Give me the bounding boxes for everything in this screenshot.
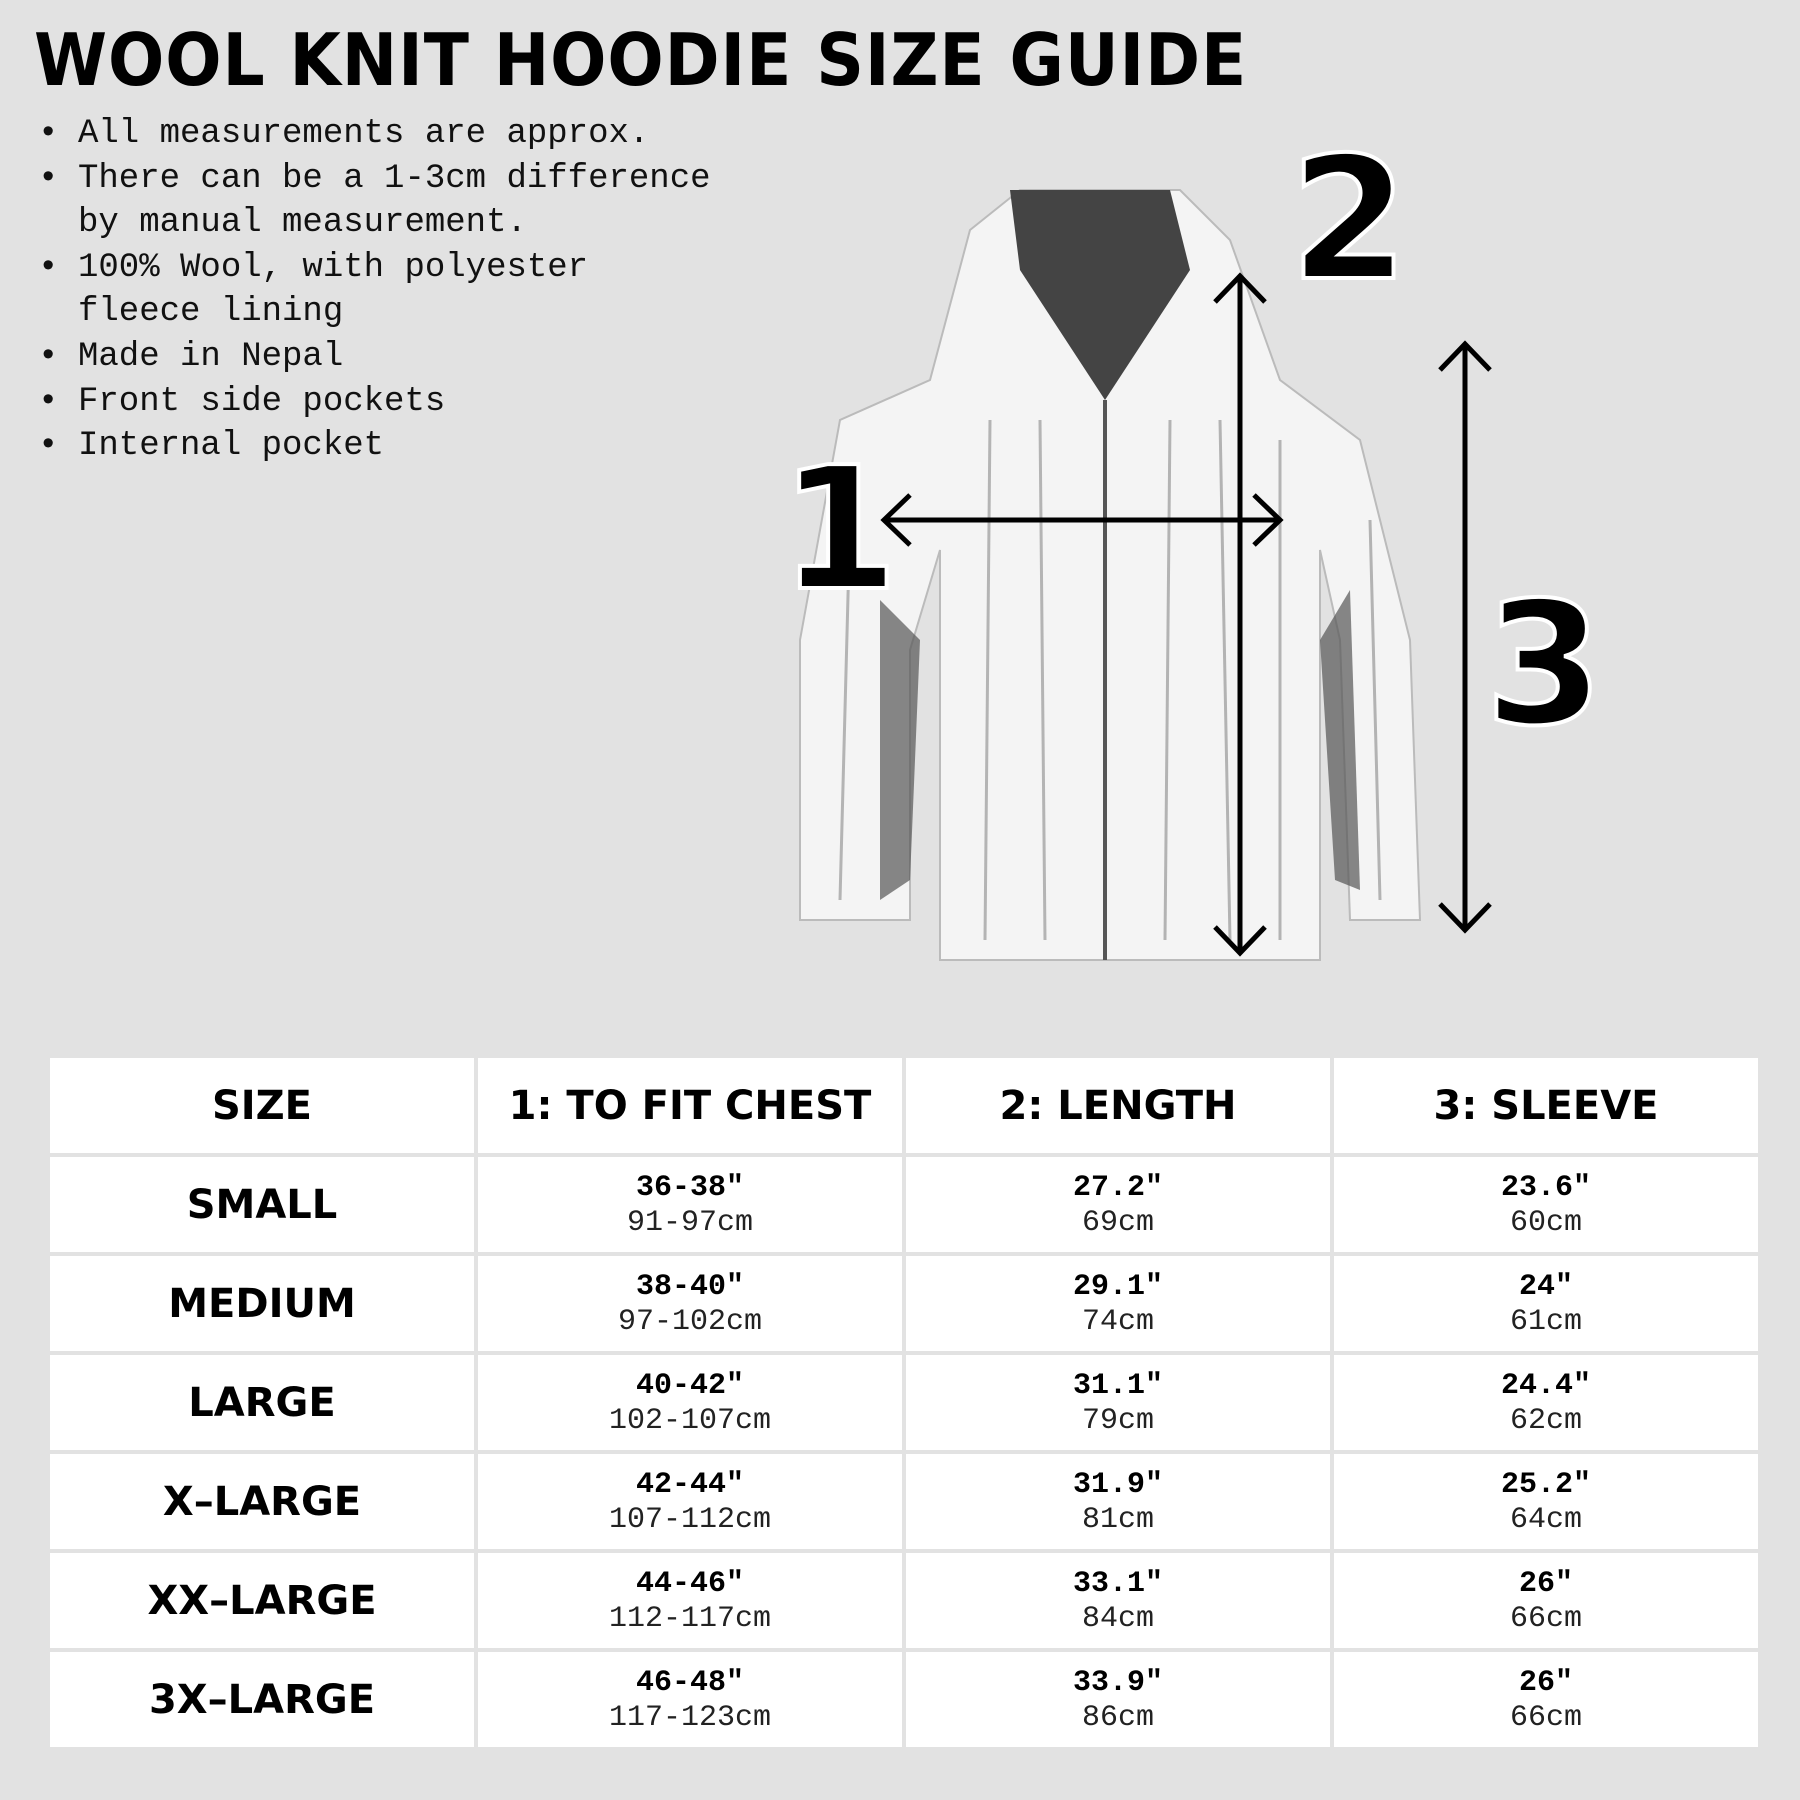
- sleeve-cell: 25.2″ 64cm: [1334, 1454, 1758, 1549]
- column-header: 1: TO FIT CHEST: [478, 1058, 902, 1153]
- length-cell: 27.2″ 69cm: [906, 1157, 1330, 1252]
- hood-opening: [1010, 190, 1190, 400]
- column-header: 2: LENGTH: [906, 1058, 1330, 1153]
- length-cm: 86cm: [1081, 1700, 1154, 1735]
- label-sleeve: 3: [1483, 566, 1605, 764]
- chest-inches: 42-44″: [635, 1467, 745, 1502]
- sleeve-inches: 26″: [1518, 1566, 1573, 1601]
- note-item: Made in Nepal: [34, 335, 711, 380]
- label-chest: 1: [778, 431, 900, 629]
- sleeve-cm: 66cm: [1509, 1601, 1582, 1636]
- column-header: 3: SLEEVE: [1334, 1058, 1758, 1153]
- sleeve-cell: 26″ 66cm: [1334, 1652, 1758, 1747]
- length-arrow: [1213, 272, 1267, 957]
- hoodie-illustration: [799, 189, 1492, 961]
- length-cm: 69cm: [1081, 1205, 1154, 1240]
- size-cell: LARGE: [50, 1355, 474, 1450]
- column-header: SIZE: [50, 1058, 474, 1153]
- chest-cm: 117-123cm: [608, 1700, 772, 1735]
- length-cell: 33.9″ 86cm: [906, 1652, 1330, 1747]
- chest-inches: 44-46″: [635, 1566, 745, 1601]
- length-cell: 31.9″ 81cm: [906, 1454, 1330, 1549]
- chest-inches: 38-40″: [635, 1269, 745, 1304]
- sleeve-cell: 26″ 66cm: [1334, 1553, 1758, 1648]
- size-cell: XX–LARGE: [50, 1553, 474, 1648]
- page-title: WOOL KNIT HOODIE SIZE GUIDE: [34, 18, 1248, 102]
- chest-cell: 46-48″ 117-123cm: [478, 1652, 902, 1747]
- sleeve-cell: 24″ 61cm: [1334, 1256, 1758, 1351]
- length-inches: 27.2″: [1072, 1170, 1163, 1205]
- note-item: Internal pocket: [34, 424, 711, 469]
- chest-cell: 38-40″ 97-102cm: [478, 1256, 902, 1351]
- length-inches: 31.1″: [1072, 1368, 1163, 1403]
- note-item: There can be a 1-3cm difference by manua…: [34, 157, 711, 246]
- hoodie-diagram: 1 2 3: [760, 120, 1760, 1000]
- chest-inches: 40-42″: [635, 1368, 745, 1403]
- length-inches: 33.1″: [1072, 1566, 1163, 1601]
- length-cm: 84cm: [1081, 1601, 1154, 1636]
- note-item: 100% Wool, with polyester fleece lining: [34, 246, 711, 335]
- length-cm: 81cm: [1081, 1502, 1154, 1537]
- sleeve-inches: 25.2″: [1500, 1467, 1591, 1502]
- chest-inches: 36-38″: [635, 1170, 745, 1205]
- note-item: All measurements are approx.: [34, 112, 711, 157]
- sleeve-arrow: [1438, 340, 1492, 934]
- chest-cm: 107-112cm: [608, 1502, 772, 1537]
- label-length: 2: [1288, 121, 1410, 319]
- chest-cm: 91-97cm: [626, 1205, 754, 1240]
- length-inches: 33.9″: [1072, 1665, 1163, 1700]
- size-cell: 3X–LARGE: [50, 1652, 474, 1747]
- notes-list: All measurements are approx. There can b…: [34, 112, 711, 469]
- length-cell: 31.1″ 79cm: [906, 1355, 1330, 1450]
- sleeve-inches: 26″: [1518, 1665, 1573, 1700]
- chest-cell: 40-42″ 102-107cm: [478, 1355, 902, 1450]
- length-cell: 33.1″ 84cm: [906, 1553, 1330, 1648]
- sleeve-cm: 60cm: [1509, 1205, 1582, 1240]
- chest-cell: 36-38″ 91-97cm: [478, 1157, 902, 1252]
- size-table: SIZE 1: TO FIT CHEST 2: LENGTH 3: SLEEVE SMA…: [50, 1058, 1758, 1747]
- sleeve-cell: 23.6″ 60cm: [1334, 1157, 1758, 1252]
- chest-inches: 46-48″: [635, 1665, 745, 1700]
- sleeve-cm: 66cm: [1509, 1700, 1582, 1735]
- sleeve-cm: 61cm: [1509, 1304, 1582, 1339]
- note-item: Front side pockets: [34, 380, 711, 425]
- chest-cm: 97-102cm: [617, 1304, 763, 1339]
- sleeve-inches: 24″: [1518, 1269, 1573, 1304]
- chest-cell: 42-44″ 107-112cm: [478, 1454, 902, 1549]
- sleeve-cm: 62cm: [1509, 1403, 1582, 1438]
- sleeve-cell: 24.4″ 62cm: [1334, 1355, 1758, 1450]
- size-cell: SMALL: [50, 1157, 474, 1252]
- length-cm: 74cm: [1081, 1304, 1154, 1339]
- length-inches: 29.1″: [1072, 1269, 1163, 1304]
- length-cell: 29.1″ 74cm: [906, 1256, 1330, 1351]
- sleeve-inches: 24.4″: [1500, 1368, 1591, 1403]
- size-cell: X–LARGE: [50, 1454, 474, 1549]
- chest-arrow: [880, 493, 1284, 547]
- sleeve-cm: 64cm: [1509, 1502, 1582, 1537]
- sleeve-inches: 23.6″: [1500, 1170, 1591, 1205]
- chest-cm: 112-117cm: [608, 1601, 772, 1636]
- length-cm: 79cm: [1081, 1403, 1154, 1438]
- chest-cell: 44-46″ 112-117cm: [478, 1553, 902, 1648]
- length-inches: 31.9″: [1072, 1467, 1163, 1502]
- size-cell: MEDIUM: [50, 1256, 474, 1351]
- chest-cm: 102-107cm: [608, 1403, 772, 1438]
